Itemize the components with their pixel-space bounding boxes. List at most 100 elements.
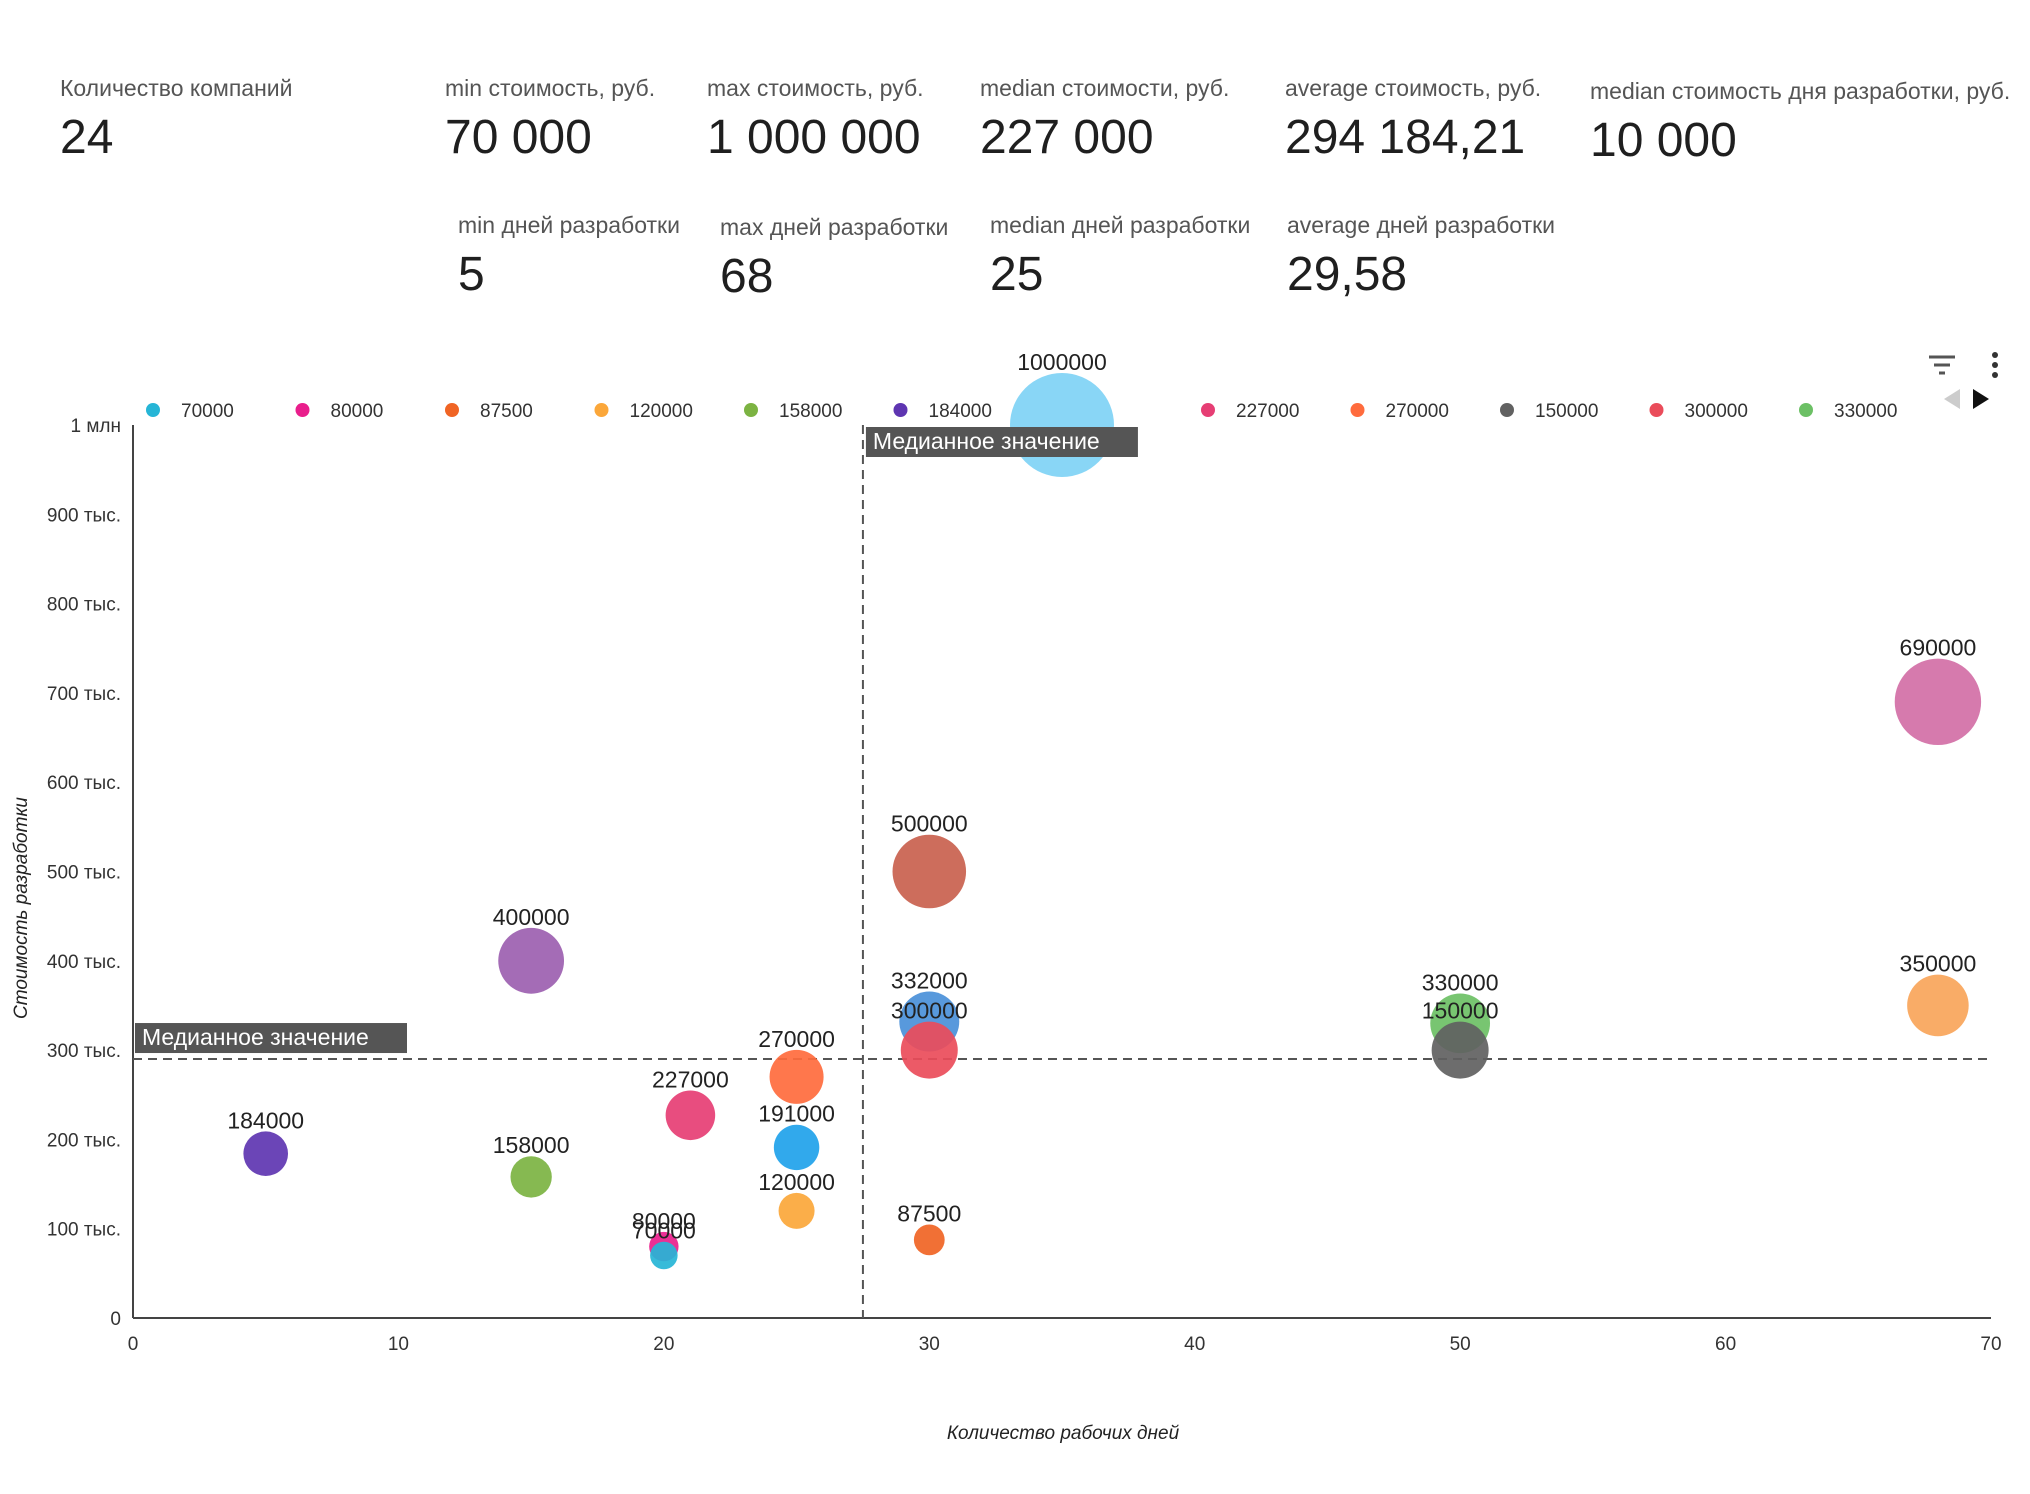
x-tick-label: 10 — [388, 1334, 409, 1355]
y-tick-label: 600 тыс. — [47, 773, 121, 794]
kpi-label: min дней разработки — [458, 212, 680, 238]
x-axis-title: Количество рабочих дней — [947, 1423, 1180, 1444]
y-tick-label: 0 — [110, 1309, 121, 1330]
legend-marker[interactable] — [1350, 403, 1365, 417]
y-tick-label: 700 тыс. — [47, 684, 121, 705]
legend-marker[interactable] — [1649, 403, 1664, 417]
legend-label[interactable]: 150000 — [1535, 401, 1598, 422]
legend-label[interactable]: 270000 — [1386, 401, 1449, 422]
y-tick-label: 300 тыс. — [47, 1041, 121, 1062]
legend-next-icon[interactable] — [1973, 389, 1989, 409]
axes: 0 10 20 30 40 50 60 70 0 100 тыс. 200 тыс. 300 тыс.… — [47, 416, 2002, 1355]
bubble-point[interactable] — [498, 927, 565, 994]
data-label: 150000 — [1422, 998, 1499, 1024]
x-tick-label: 50 — [1450, 1334, 1471, 1355]
bubble-point[interactable] — [892, 834, 967, 909]
legend-label[interactable]: 300000 — [1685, 401, 1748, 422]
legend-label[interactable]: 80000 — [331, 401, 384, 422]
bubble-point[interactable] — [1894, 658, 1982, 746]
legend[interactable]: 70000 80000 87500 120000 158000 184000 227000 2… — [146, 401, 1897, 422]
y-axis-title: Стоимость разработки — [11, 797, 32, 1019]
data-label: 332000 — [891, 968, 968, 994]
bubble-point[interactable] — [665, 1090, 716, 1141]
y-tick-label: 900 тыс. — [47, 505, 121, 526]
kpi-label: average дней разработки — [1287, 212, 1556, 238]
bubble-point[interactable] — [1907, 974, 1969, 1037]
data-label: 191000 — [758, 1101, 835, 1127]
kpi-label: median дней разработки — [990, 212, 1251, 238]
data-points[interactable] — [243, 373, 1982, 1270]
bubble-point[interactable] — [769, 1049, 824, 1104]
kpi-value: 68 — [720, 250, 774, 303]
y-tick-label: 400 тыс. — [47, 952, 121, 973]
bubble-point[interactable] — [913, 1224, 945, 1256]
bubble-point[interactable] — [650, 1241, 678, 1270]
data-label: 227000 — [652, 1067, 729, 1093]
kpi-value: 227 000 — [980, 111, 1154, 164]
legend-marker[interactable] — [1799, 403, 1813, 417]
kpi-label: max стоимость, руб. — [707, 75, 924, 101]
data-label: 270000 — [758, 1026, 835, 1052]
median-y-label: Медианное значение — [142, 1024, 369, 1050]
data-label: 690000 — [1900, 635, 1977, 661]
kpi-value: 24 — [60, 111, 114, 164]
kpi-company-count: Количество компаний 24 — [60, 75, 292, 165]
legend-prev-icon[interactable] — [1944, 389, 1960, 409]
legend-label[interactable]: 158000 — [779, 401, 842, 422]
median-y-label-box — [135, 1023, 407, 1054]
legend-marker[interactable] — [295, 403, 310, 417]
bubble-point[interactable] — [773, 1124, 820, 1171]
kpi-max-days: max дней разработки 68 — [720, 214, 948, 304]
kpi-label: max дней разработки — [720, 214, 949, 240]
data-label: 1000000 — [1017, 349, 1107, 375]
legend-label[interactable]: 184000 — [929, 401, 992, 422]
data-labels: 1840004000001580007000080000227000270000… — [227, 349, 1976, 1244]
kpi-label: median стоимости, руб. — [980, 75, 1230, 101]
filter-icon[interactable] — [1922, 345, 1962, 385]
bubble-point[interactable] — [243, 1131, 289, 1176]
kpi-value: 5 — [458, 248, 485, 301]
legend-marker[interactable] — [594, 403, 609, 417]
y-tick-label: 1 млн — [71, 416, 122, 437]
kpi-median-cost: median стоимости, руб. 227 000 — [980, 75, 1229, 165]
legend-marker[interactable] — [1201, 403, 1215, 417]
kpi-label: min стоимость, руб. — [445, 75, 656, 101]
legend-pager[interactable] — [1944, 389, 1989, 409]
bubble-point[interactable] — [778, 1192, 815, 1229]
y-tick-label: 500 тыс. — [47, 863, 121, 884]
x-tick-label: 70 — [1980, 1334, 2001, 1355]
bubble-point[interactable] — [510, 1156, 552, 1198]
data-label: 80000 — [632, 1208, 696, 1234]
legend-marker[interactable] — [1500, 403, 1514, 417]
data-label: 120000 — [758, 1169, 835, 1195]
data-label: 300000 — [891, 998, 968, 1024]
bubble-point[interactable] — [1431, 1021, 1489, 1079]
more-vert-icon[interactable] — [1975, 345, 2015, 385]
legend-label[interactable]: 227000 — [1236, 401, 1299, 422]
bubble-point[interactable] — [1010, 373, 1114, 477]
legend-marker[interactable] — [744, 403, 758, 417]
median-x-label: Медианное значение — [873, 428, 1100, 454]
median-lines — [133, 425, 1991, 1318]
x-tick-label: 60 — [1715, 1334, 1736, 1355]
y-tick-label: 200 тыс. — [47, 1130, 121, 1151]
data-label: 87500 — [897, 1200, 961, 1226]
kpi-median-days: median дней разработки 25 — [990, 212, 1250, 302]
bubble-chart: 70000 80000 87500 120000 158000 184000 227000 2… — [11, 349, 2002, 1444]
legend-label[interactable]: 70000 — [181, 401, 234, 422]
data-label: 500000 — [891, 811, 968, 837]
legend-marker[interactable] — [893, 403, 908, 417]
median-x-label-box — [865, 427, 1138, 457]
data-label: 350000 — [1900, 951, 1977, 977]
legend-label[interactable]: 120000 — [630, 401, 693, 422]
kpi-value: 10 000 — [1590, 114, 1737, 167]
bubble-point[interactable] — [900, 1021, 958, 1079]
legend-marker[interactable] — [445, 403, 459, 417]
kpi-label: median стоимость дня разработки, руб. — [1590, 78, 2011, 104]
kpi-average-days: average дней разработки 29,58 — [1287, 212, 1555, 302]
legend-label[interactable]: 87500 — [480, 401, 533, 422]
kpi-value: 25 — [990, 248, 1044, 301]
median-labels: Медианное значение Медианное значение — [135, 427, 1138, 1054]
legend-label[interactable]: 330000 — [1834, 401, 1897, 422]
legend-marker[interactable] — [146, 403, 160, 417]
